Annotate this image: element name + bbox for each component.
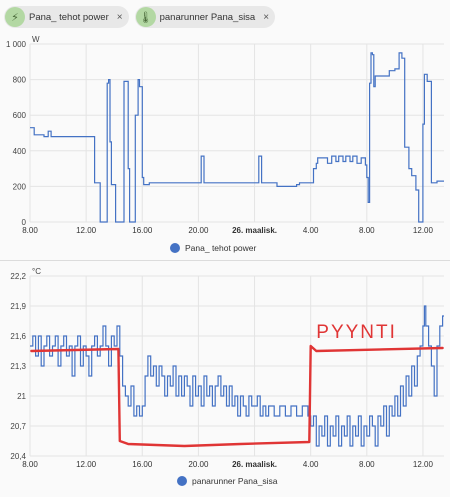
y-tick-label: 21,9 (10, 302, 26, 311)
y-tick-label: 1 000 (6, 40, 27, 49)
series-line (30, 305, 444, 447)
filter-chip-label: Pana_ tehot power (29, 11, 109, 23)
power-legend[interactable]: Pana_ tehot power (170, 243, 256, 253)
close-icon[interactable]: × (116, 11, 123, 23)
lightning-icon: ⚡ (5, 7, 25, 27)
y-tick-label: 0 (22, 218, 27, 227)
filter-chip-label: panarunner Pana_sisa (159, 11, 256, 23)
x-tick-label: 20.00 (188, 460, 209, 469)
x-tick-label: 12.00 (76, 226, 97, 234)
temperature-chart-card: °C 20,4 20,7 21 21,3 21,6 21,9 22,2 8.00 12.00 16.… (0, 262, 450, 497)
y-tick-label: 22,2 (10, 272, 26, 281)
x-tick-label: 12.00 (413, 460, 434, 469)
chart-divider (0, 260, 450, 261)
y-tick-label: 20,7 (10, 422, 26, 431)
x-tick-label: 16.00 (132, 226, 153, 234)
x-tick-label: 12.00 (413, 226, 434, 234)
temperature-legend[interactable]: panarunner Pana_sisa (177, 476, 278, 486)
filter-chips: ⚡ Pana_ tehot power × 🌡 panarunner Pana_… (0, 0, 450, 34)
y-axis-unit: W (32, 35, 40, 44)
y-tick-label: 21,6 (10, 332, 26, 341)
x-tick-label: 8.00 (359, 226, 375, 234)
close-icon[interactable]: × (263, 11, 270, 23)
x-tick-label: 16.00 (132, 460, 153, 469)
x-tick-label: 26. maalisk. (232, 226, 277, 234)
power-chart[interactable]: W 0 200 400 600 800 1 000 8.00 12.00 16.00 20.00 26… (0, 34, 450, 235)
thermometer-icon: 🌡 (135, 7, 156, 27)
legend-marker (177, 476, 187, 486)
x-tick-label: 8.00 (22, 460, 38, 469)
temperature-chart[interactable]: °C 20,4 20,7 21 21,3 21,6 21,9 22,2 8.00 12.00 16.… (0, 262, 450, 472)
legend-label: Pana_ tehot power (185, 243, 257, 253)
filter-chip-temperature[interactable]: 🌡 panarunner Pana_sisa × (134, 6, 276, 28)
x-tick-label: 8.00 (22, 226, 38, 234)
x-tick-label: 26. maalisk. (232, 460, 277, 469)
y-tick-label: 200 (13, 182, 27, 191)
y-tick-label: 20,4 (10, 452, 26, 461)
x-tick-label: 4.00 (303, 226, 319, 234)
power-chart-card: W 0 200 400 600 800 1 000 8.00 12.00 16.00 20.00 26… (0, 34, 450, 260)
annotation-text: PYYNTI (316, 322, 397, 343)
x-tick-label: 8.00 (359, 460, 375, 469)
filter-chip-power[interactable]: ⚡ Pana_ tehot power × (4, 6, 129, 28)
y-tick-label: 400 (13, 147, 27, 156)
legend-label: panarunner Pana_sisa (192, 476, 278, 486)
y-axis-unit: °C (32, 267, 41, 276)
x-tick-label: 4.00 (303, 460, 319, 469)
y-tick-label: 800 (13, 76, 27, 85)
y-tick-label: 21 (17, 392, 26, 401)
x-tick-label: 12.00 (76, 460, 97, 469)
series-line (30, 52, 444, 223)
y-tick-label: 600 (13, 111, 27, 120)
legend-marker (170, 243, 180, 253)
annotation-curve (30, 344, 444, 448)
y-tick-label: 21,3 (10, 362, 26, 371)
x-tick-label: 20.00 (188, 226, 209, 234)
